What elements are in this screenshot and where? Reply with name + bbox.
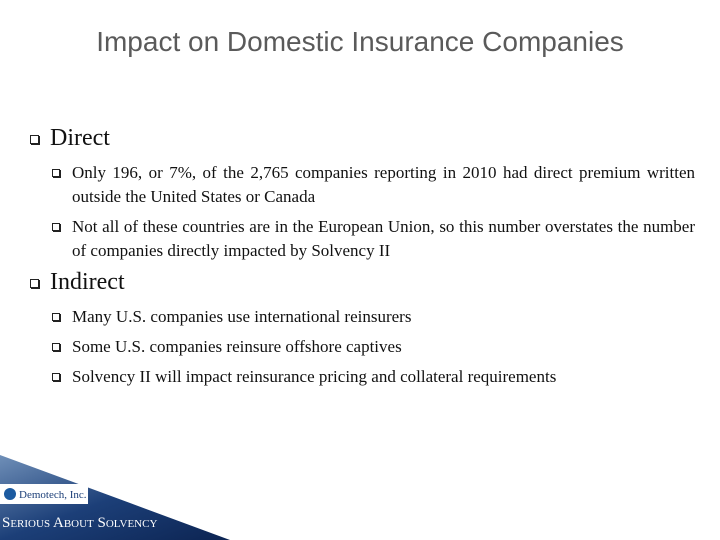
bullet-icon xyxy=(52,223,60,231)
bullet-icon xyxy=(52,343,60,351)
bullet-icon xyxy=(30,279,39,288)
registered-mark: ® xyxy=(174,513,180,521)
slide-title: Impact on Domestic Insurance Companies xyxy=(96,26,624,57)
footer-logo: Demotech, Inc. Serious About Solvency ® xyxy=(0,455,230,540)
bullet-icon xyxy=(52,313,60,321)
bullet-text: Indirect xyxy=(50,269,125,295)
sub-bullet: Only 196, or 7%, of the 2,765 companies … xyxy=(52,161,695,209)
bullet-text: Some U.S. companies reinsure offshore ca… xyxy=(72,337,402,356)
logo-text: Demotech, Inc. xyxy=(19,489,87,501)
logo-icon xyxy=(4,488,16,500)
logo-box xyxy=(0,484,88,504)
bullet-text: Only 196, or 7%, of the 2,765 companies … xyxy=(72,163,695,206)
sub-bullet: Some U.S. companies reinsure offshore ca… xyxy=(52,335,695,359)
sub-bullet: Not all of these countries are in the Eu… xyxy=(52,215,695,263)
bullet-text: Direct xyxy=(50,125,110,151)
bullet-text: Not all of these countries are in the Eu… xyxy=(72,217,695,260)
bullet-text: Many U.S. companies use international re… xyxy=(72,307,412,326)
bullet-icon xyxy=(30,135,39,144)
bullet-text: Solvency II will impact reinsurance pric… xyxy=(72,367,557,386)
sub-bullet: Many U.S. companies use international re… xyxy=(52,305,695,329)
bullet: Direct xyxy=(30,125,110,152)
sub-bullet: Solvency II will impact reinsurance pric… xyxy=(52,365,695,389)
bullet-icon xyxy=(52,373,60,381)
bullet: Indirect xyxy=(30,269,125,296)
bullet-icon xyxy=(52,169,60,177)
footer-band xyxy=(0,455,230,540)
tagline: Serious About Solvency xyxy=(2,515,157,531)
